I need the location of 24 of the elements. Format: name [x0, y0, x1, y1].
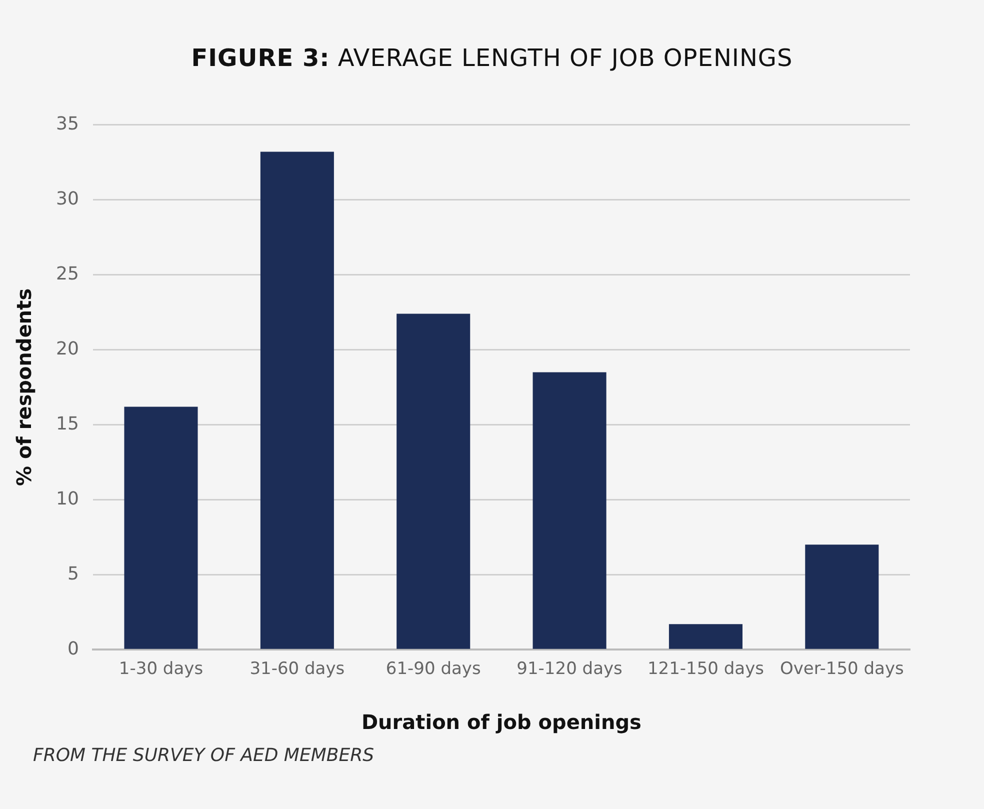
x-tick-label: 1-30 days	[118, 659, 204, 680]
y-tick-label: 15	[56, 413, 79, 434]
y-tick-label: 10	[56, 488, 79, 510]
bar	[805, 544, 879, 649]
bar	[396, 314, 470, 649]
x-tick-label: 31-60 days	[250, 659, 345, 680]
y-tick-label: 35	[56, 113, 79, 134]
bar	[260, 152, 334, 649]
y-tick-label: 20	[56, 338, 79, 360]
x-tick-label: 61-90 days	[386, 659, 481, 680]
x-tick-label: Over-150 days	[780, 659, 904, 680]
bar	[668, 624, 742, 649]
y-tick-label: 5	[67, 563, 79, 584]
chart-title: FIGURE 3: AVERAGE LENGTH OF JOB OPENINGS	[190, 44, 794, 72]
text: FROM THE SURVEY OF AED MEMBERS	[33, 745, 374, 766]
y-tick-label: 25	[56, 263, 79, 284]
x-tick-label: 121-150 days	[647, 659, 764, 680]
y-tick-label: 30	[56, 188, 79, 210]
y-tick-label: 0	[67, 638, 79, 660]
x-axis-title: Duration of job openings	[361, 710, 642, 734]
x-tick-label: 91-120 days	[516, 659, 623, 680]
bar	[532, 372, 606, 649]
bar	[124, 406, 198, 649]
y-axis-title: % of respondents	[12, 288, 36, 486]
